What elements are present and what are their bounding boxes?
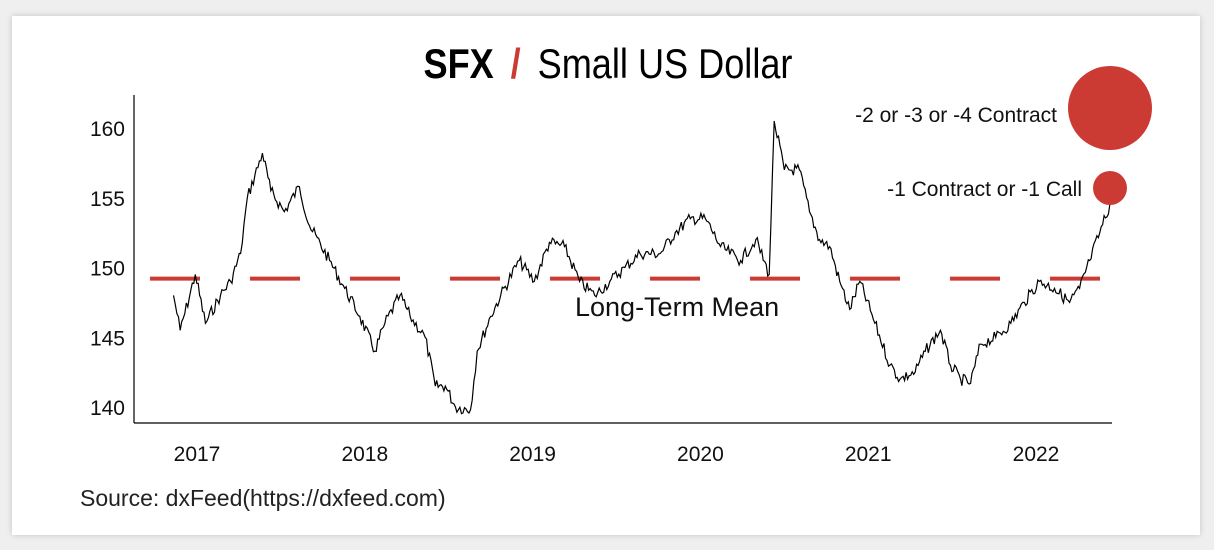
title-ticker: SFX <box>424 42 494 88</box>
y-tick-label: 150 <box>90 258 125 281</box>
legend-small-marker <box>1093 171 1127 205</box>
long-term-mean-label: Long-Term Mean <box>575 292 779 322</box>
x-tick-label: 2022 <box>1013 443 1060 466</box>
chart-card <box>12 16 1200 535</box>
title-name: Small US Dollar <box>538 42 793 88</box>
price-series-line <box>172 120 1111 415</box>
x-tick-label: 2020 <box>677 443 724 466</box>
y-tick-label: 145 <box>90 327 125 350</box>
legend-large-label: -2 or -3 or -4 Contract <box>855 104 1057 127</box>
y-tick-label: 140 <box>90 397 125 420</box>
chart-title: SFX / Small US Dollar <box>424 42 793 88</box>
legend-small-label: -1 Contract or -1 Call <box>887 178 1082 201</box>
x-tick-label: 2021 <box>845 443 892 466</box>
x-tick-label: 2018 <box>341 443 388 466</box>
x-tick-label: 2019 <box>509 443 556 466</box>
title-separator: / <box>511 42 521 88</box>
y-tick-label: 155 <box>90 188 125 211</box>
x-tick-label: 2017 <box>174 443 221 466</box>
y-tick-label: 160 <box>90 118 125 141</box>
source-note: Source: dxFeed(https://dxfeed.com) <box>80 485 446 511</box>
legend-large-marker <box>1068 66 1152 150</box>
